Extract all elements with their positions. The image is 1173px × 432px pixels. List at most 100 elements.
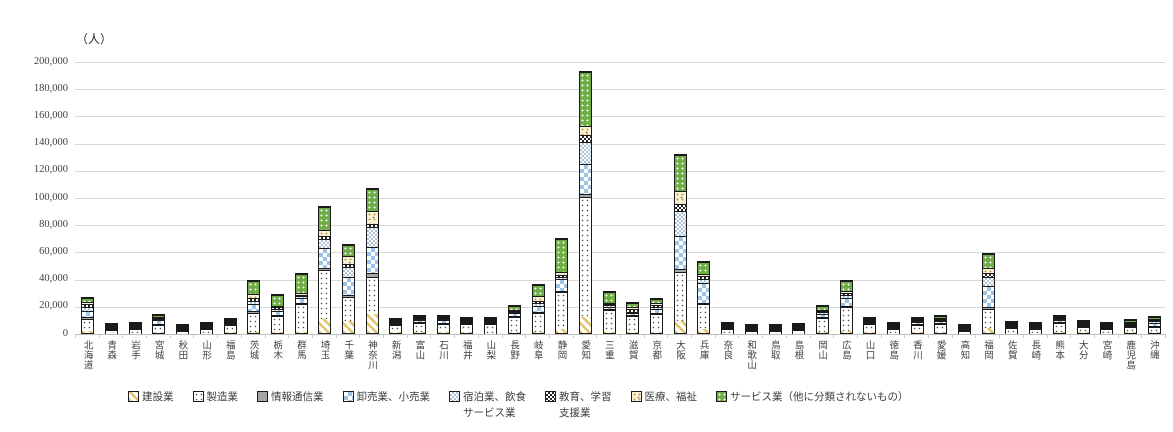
x-axis-tick bbox=[454, 334, 456, 338]
bar-segment-wholesale bbox=[271, 310, 283, 315]
bar-segment-education bbox=[271, 307, 283, 309]
bar-segment-construction bbox=[224, 332, 236, 333]
bar-segment-wholesale bbox=[935, 320, 947, 323]
bar-segment-services bbox=[200, 322, 212, 324]
x-tick-label-wrap: 大分 bbox=[1070, 340, 1094, 360]
x-axis-tick bbox=[738, 334, 740, 338]
bar-segment-accommodation bbox=[485, 321, 497, 323]
x-axis-tick bbox=[691, 334, 693, 338]
bar-segment-services bbox=[366, 188, 378, 211]
bar-segment-education bbox=[722, 324, 734, 326]
x-axis-tick bbox=[193, 334, 195, 338]
legend-item-accommodation: 宿泊業、飲食 サービス業 bbox=[449, 389, 526, 422]
bar-segment-manufacturing bbox=[1124, 326, 1136, 333]
bar-segment-wholesale bbox=[508, 313, 520, 317]
bar-北海道 bbox=[81, 296, 95, 334]
legend-swatch-manufacturing bbox=[192, 391, 204, 402]
bar-segment-accommodation bbox=[816, 312, 828, 315]
legend-label: 医療、福祉 bbox=[644, 391, 698, 403]
bar-segment-accommodation bbox=[224, 322, 236, 324]
bar-segment-medical bbox=[1148, 318, 1160, 320]
bar-segment-education bbox=[1148, 319, 1160, 321]
bar-segment-construction bbox=[603, 332, 615, 333]
bar-segment-education bbox=[840, 293, 852, 295]
bar-segment-education bbox=[200, 324, 212, 326]
bar-segment-accommodation bbox=[745, 327, 757, 329]
bar-長野 bbox=[507, 304, 521, 334]
y-tick-label: 200,000 bbox=[33, 55, 68, 67]
x-tick-label-wrap: 長野 bbox=[502, 340, 526, 360]
bar-segment-info bbox=[129, 327, 141, 329]
bar-segment-info bbox=[674, 269, 686, 272]
x-tick-label: 石川 bbox=[437, 340, 449, 360]
legend-label: 宿泊業、飲食 サービス業 bbox=[463, 391, 526, 420]
gridline bbox=[75, 170, 1165, 172]
bar-segment-info bbox=[1006, 327, 1018, 329]
bar-segment-wholesale bbox=[82, 310, 94, 317]
bar-segment-education bbox=[888, 324, 899, 326]
gridline bbox=[75, 198, 1165, 199]
bar-segment-wholesale bbox=[982, 286, 994, 307]
x-tick-label-wrap: 香川 bbox=[904, 340, 928, 360]
bar-滋賀 bbox=[626, 302, 640, 334]
bar-segment-medical bbox=[343, 256, 354, 265]
x-tick-label: 熊本 bbox=[1053, 340, 1065, 360]
bar-segment-manufacturing bbox=[248, 312, 260, 332]
bar-segment-education bbox=[935, 318, 947, 320]
x-axis-tick bbox=[809, 334, 811, 338]
bar-segment-construction bbox=[414, 332, 426, 333]
bar-segment-education bbox=[769, 326, 781, 328]
bar-segment-education bbox=[603, 304, 615, 306]
y-tick-label: 120,000 bbox=[33, 164, 68, 176]
bar-segment-info bbox=[437, 322, 449, 324]
bar-segment-manufacturing bbox=[840, 306, 852, 332]
bar-segment-services bbox=[106, 323, 118, 325]
bar-segment-education bbox=[106, 325, 118, 327]
legend-item-wholesale: 卸売業、小売業 bbox=[342, 389, 431, 405]
x-tick-label-wrap: 愛知 bbox=[573, 340, 597, 360]
bar-高知 bbox=[958, 323, 972, 334]
bar-segment-services bbox=[532, 285, 544, 296]
bar-愛媛 bbox=[934, 315, 948, 334]
bar-segment-medical bbox=[508, 309, 520, 311]
x-tick-label-wrap: 宮城 bbox=[146, 340, 170, 360]
bar-segment-services bbox=[888, 322, 899, 324]
bar-segment-medical bbox=[793, 325, 805, 327]
x-tick-label-wrap: 鳥取 bbox=[762, 340, 786, 360]
bar-segment-medical bbox=[1101, 324, 1113, 326]
bar-segment-construction bbox=[437, 332, 449, 333]
bar-segment-info bbox=[1030, 327, 1042, 329]
bar-segment-accommodation bbox=[651, 307, 663, 310]
x-axis-tick bbox=[288, 334, 290, 338]
bar-segment-services bbox=[1053, 315, 1065, 318]
bar-segment-manufacturing bbox=[129, 328, 141, 333]
bar-segment-info bbox=[793, 329, 805, 331]
bar-segment-wholesale bbox=[461, 321, 473, 324]
bar-segment-medical bbox=[1077, 322, 1089, 324]
x-tick-label: 千葉 bbox=[342, 340, 354, 360]
bar-segment-manufacturing bbox=[437, 323, 449, 333]
legend-label: 卸売業、小売業 bbox=[356, 391, 431, 403]
x-axis-tick bbox=[146, 334, 148, 338]
bar-segment-wholesale bbox=[343, 276, 354, 295]
x-axis-tick bbox=[1070, 334, 1072, 338]
bar-segment-services bbox=[319, 207, 331, 231]
bar-segment-info bbox=[414, 321, 426, 323]
x-tick-label-wrap: 福岡 bbox=[975, 340, 999, 360]
bar-segment-medical bbox=[82, 301, 94, 305]
x-tick-label: 群馬 bbox=[294, 340, 306, 360]
x-tick-label-wrap: 鹿児島 bbox=[1118, 340, 1142, 370]
bar-segment-info bbox=[224, 324, 236, 326]
x-axis-tick bbox=[430, 334, 432, 338]
legend-item-education: 教育、学習 支援業 bbox=[545, 389, 612, 422]
x-axis-tick bbox=[643, 334, 645, 338]
bar-新潟 bbox=[389, 317, 403, 334]
bar-segment-education bbox=[982, 273, 994, 277]
bar-segment-construction bbox=[579, 316, 591, 333]
bar-segment-services bbox=[745, 324, 757, 326]
bar-segment-info bbox=[153, 323, 165, 326]
bar-segment-accommodation bbox=[153, 318, 165, 321]
x-tick-label-wrap: 奈良 bbox=[715, 340, 739, 360]
bar-segment-wholesale bbox=[1077, 325, 1089, 327]
bar-segment-medical bbox=[1124, 321, 1136, 323]
